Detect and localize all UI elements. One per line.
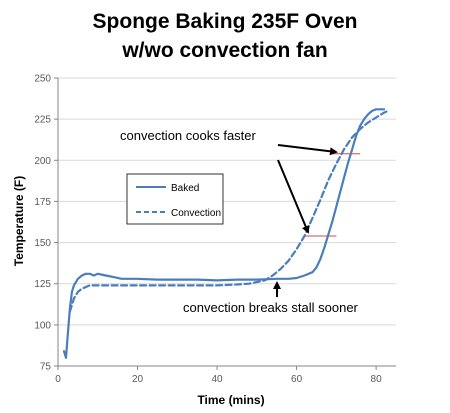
annotation-cooks-faster: convection cooks faster xyxy=(120,128,257,143)
annotation-breaks-stall: convection breaks stall sooner xyxy=(183,300,359,315)
series-line-baked xyxy=(62,108,386,359)
arrow-cooks-faster-2 xyxy=(277,159,310,234)
x-tick-label: 60 xyxy=(291,374,303,385)
y-tick-label: 75 xyxy=(40,362,52,373)
chart-title-line-2: w/wo convection fan xyxy=(121,39,327,62)
arrow-cooks-faster-1 xyxy=(277,144,338,156)
y-tick-label: 150 xyxy=(34,238,51,249)
y-tick-label: 125 xyxy=(34,279,51,290)
legend-box xyxy=(126,173,224,225)
y-tick-label: 200 xyxy=(34,156,51,167)
y-tick-label: 225 xyxy=(34,115,51,126)
legend-label-baked: Baked xyxy=(171,183,199,194)
legend: Baked Convection xyxy=(126,173,224,225)
x-tick-label: 40 xyxy=(211,374,223,385)
x-tick-label: 0 xyxy=(55,374,61,385)
legend-label-convection: Convection xyxy=(171,208,221,219)
y-axis-title: Temperature (F) xyxy=(12,176,26,266)
y-tick-label: 175 xyxy=(34,197,51,208)
x-axis-ticks: 0 20 40 60 80 xyxy=(55,366,382,385)
y-tick-label: 100 xyxy=(34,320,51,331)
gridlines xyxy=(58,77,396,326)
x-axis-title: Time (mins) xyxy=(197,393,264,407)
x-tick-label: 20 xyxy=(132,374,144,385)
chart-title-line-1: Sponge Baking 235F Oven xyxy=(93,10,358,33)
y-tick-label: 250 xyxy=(34,74,51,85)
series-line-convection xyxy=(68,109,390,313)
y-axis-ticks: 75 100 125 150 175 200 225 250 xyxy=(34,74,58,373)
x-tick-label: 80 xyxy=(371,374,383,385)
series-layer xyxy=(62,108,390,359)
